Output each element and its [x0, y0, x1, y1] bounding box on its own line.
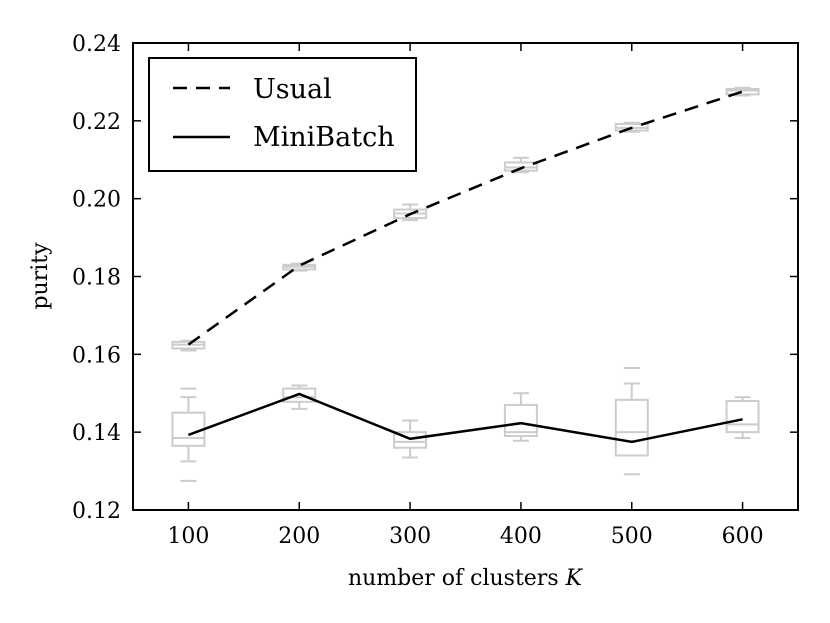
- box: [171, 411, 206, 447]
- boxplot-usual-400: [503, 156, 538, 174]
- box: [393, 431, 428, 449]
- boxplot-minibatch-400: [503, 392, 538, 442]
- x-axis-label: number of clusters K: [348, 566, 584, 591]
- y-tick-label: 0.18: [72, 266, 121, 291]
- boxplot-usual-200: [282, 262, 317, 272]
- boxplot-minibatch-100: [171, 387, 206, 482]
- box: [725, 400, 760, 434]
- boxplots: [171, 86, 760, 482]
- boxplot-minibatch-500: [614, 366, 649, 476]
- y-tick-label: 0.12: [72, 499, 121, 524]
- legend-label-usual: Usual: [253, 74, 332, 105]
- x-tick-label: 500: [611, 524, 653, 549]
- x-tick-label: 400: [500, 524, 542, 549]
- x-tick-label: 100: [167, 524, 209, 549]
- legend-box: [148, 57, 417, 172]
- x-tick-label: 200: [278, 524, 320, 549]
- x-tick-label: 300: [389, 524, 431, 549]
- y-axis-label: purity: [28, 242, 53, 310]
- y-tick-label: 0.20: [72, 188, 121, 213]
- x-axis-label-variable: K: [565, 566, 584, 591]
- boxplot-minibatch-600: [725, 396, 760, 440]
- boxplot-usual-100: [171, 339, 206, 352]
- boxplot-minibatch-300: [393, 419, 428, 459]
- y-tick-label: 0.14: [72, 421, 121, 446]
- legend-label-minibatch: MiniBatch: [253, 122, 395, 153]
- series-line-usual: [187, 90, 743, 346]
- boxplot-usual-600: [725, 86, 760, 97]
- series-line-minibatch: [187, 392, 743, 444]
- axis-ticks: 100 200 300 400 500 600 0.12 0.14 0.16 0.18 0.20 0.…: [72, 32, 798, 549]
- box: [725, 87, 760, 96]
- y-tick-label: 0.22: [72, 110, 121, 135]
- box: [282, 387, 317, 403]
- series-lines: [187, 90, 743, 444]
- boxplot-usual-300: [393, 203, 428, 222]
- x-axis-label-text: number of clusters: [348, 566, 566, 591]
- box: [614, 398, 649, 457]
- y-tick-label: 0.16: [72, 343, 121, 368]
- y-tick-label: 0.24: [72, 32, 121, 57]
- legend: Usual MiniBatch: [148, 57, 417, 172]
- box: [503, 403, 538, 438]
- x-tick-label: 600: [722, 524, 764, 549]
